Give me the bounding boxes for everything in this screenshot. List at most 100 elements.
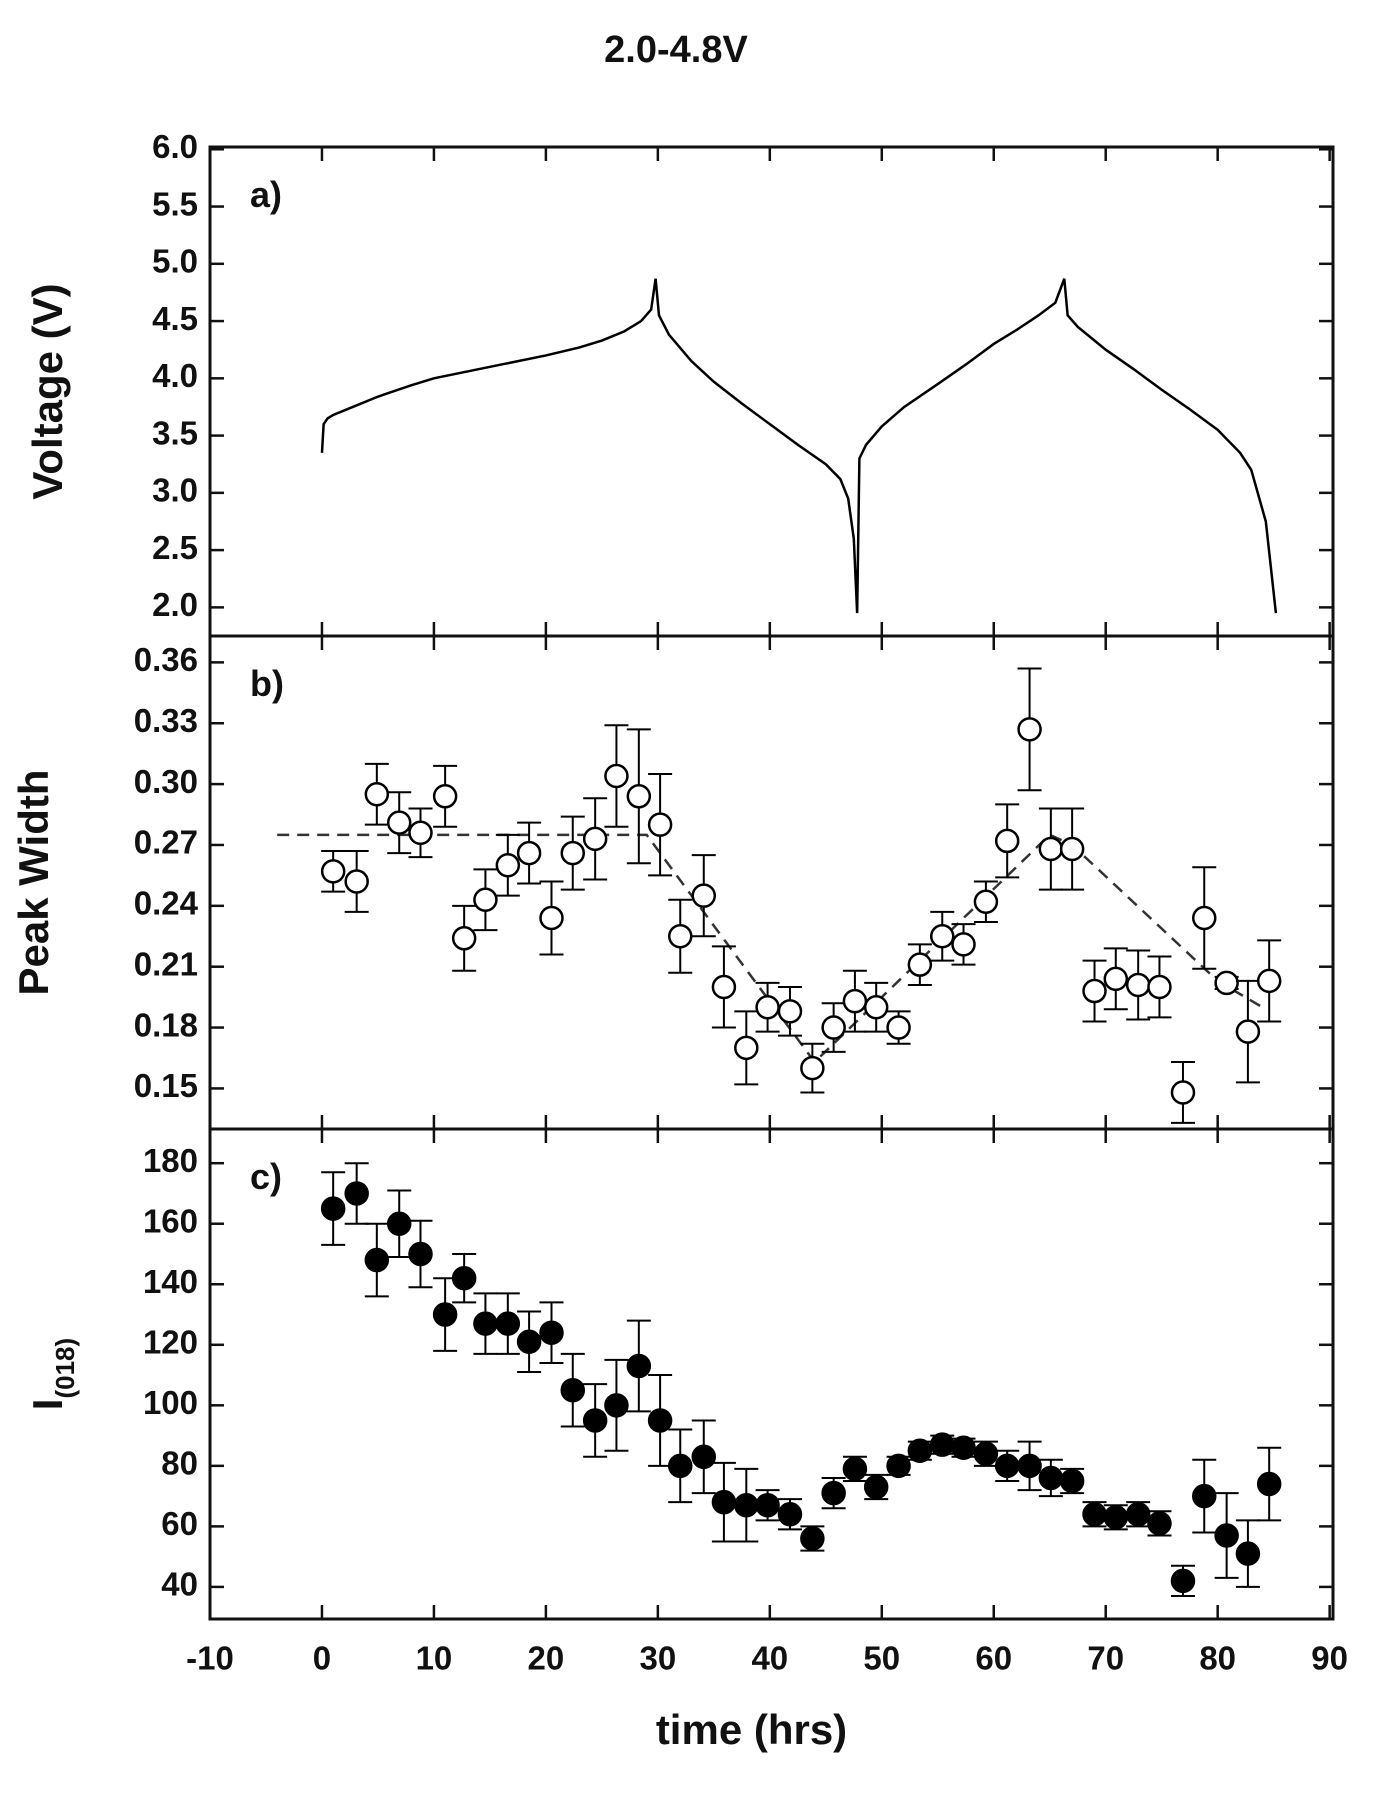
y-tick-label: 0.27 bbox=[134, 824, 198, 861]
data-point bbox=[1125, 972, 1151, 998]
data-point bbox=[994, 828, 1020, 854]
data-point bbox=[800, 1055, 825, 1081]
data-point bbox=[1082, 1502, 1107, 1527]
data-point bbox=[755, 995, 780, 1020]
data-point bbox=[1191, 1483, 1217, 1509]
data-point bbox=[691, 1444, 717, 1470]
data-point bbox=[560, 1377, 586, 1403]
data-point bbox=[582, 826, 608, 852]
x-tick-label: 10 bbox=[416, 1640, 453, 1677]
data-point bbox=[1191, 905, 1217, 931]
data-point bbox=[1125, 1502, 1151, 1527]
data-point bbox=[1147, 1511, 1172, 1536]
data-point bbox=[1170, 1568, 1196, 1594]
data-point bbox=[863, 1474, 889, 1500]
y-tick-label: 60 bbox=[161, 1505, 198, 1542]
y-tick-label: 80 bbox=[161, 1445, 198, 1482]
plot-frame bbox=[208, 1127, 1335, 1621]
data-point bbox=[691, 883, 717, 908]
data-point bbox=[344, 1181, 369, 1206]
data-point bbox=[929, 1432, 955, 1457]
x-tick-label: 50 bbox=[863, 1640, 900, 1677]
data-point bbox=[886, 1015, 911, 1040]
data-point bbox=[647, 1408, 673, 1433]
data-point bbox=[495, 853, 521, 878]
y-tick-label: 180 bbox=[143, 1142, 198, 1179]
data-point bbox=[408, 820, 433, 846]
y-tick-label: 0.18 bbox=[134, 1006, 198, 1043]
plot-area bbox=[320, 1162, 1282, 1597]
y-axis-label-text: Voltage (V) bbox=[24, 283, 71, 499]
data-point bbox=[951, 932, 976, 957]
data-point bbox=[863, 995, 889, 1020]
voltage-line bbox=[320, 278, 1278, 614]
y-axis-label: I(018) bbox=[24, 1338, 80, 1410]
data-point bbox=[907, 1438, 933, 1463]
data-point bbox=[800, 1526, 825, 1551]
data-point bbox=[432, 1302, 458, 1327]
data-point bbox=[647, 812, 673, 837]
data-point bbox=[1235, 1019, 1261, 1044]
x-tick-label: -10 bbox=[186, 1640, 234, 1677]
data-point bbox=[994, 1453, 1020, 1479]
data-point bbox=[539, 905, 564, 931]
data-point bbox=[1103, 1505, 1129, 1530]
x-tick-label: 90 bbox=[1311, 1640, 1348, 1677]
y-tick-label: 0.24 bbox=[134, 885, 199, 922]
panel-label: a) bbox=[250, 174, 282, 215]
y-tick-label: 120 bbox=[143, 1324, 198, 1361]
data-point bbox=[1256, 968, 1282, 994]
data-point bbox=[604, 1393, 629, 1418]
y-tick-label: 0.30 bbox=[134, 763, 198, 800]
x-tick-label: 80 bbox=[1199, 1640, 1236, 1677]
y-tick-label: 0.15 bbox=[134, 1067, 198, 1104]
data-point bbox=[364, 781, 390, 807]
data-point bbox=[1214, 1523, 1239, 1548]
y-axis-label-text: I bbox=[24, 1399, 71, 1411]
data-point bbox=[1017, 1453, 1042, 1479]
data-point bbox=[1038, 836, 1064, 862]
data-point bbox=[1103, 966, 1129, 992]
x-tick-label: 0 bbox=[313, 1640, 331, 1677]
data-point bbox=[1059, 836, 1085, 862]
data-point bbox=[821, 1480, 846, 1506]
x-tick-label: 60 bbox=[975, 1640, 1012, 1677]
y-tick-label: 2.0 bbox=[152, 586, 198, 623]
y-axis-label: Voltage (V) bbox=[24, 283, 71, 499]
panel-label: c) bbox=[250, 1156, 282, 1197]
x-axis-label: time (hrs) bbox=[656, 1706, 847, 1753]
data-point bbox=[408, 1241, 433, 1267]
data-point bbox=[560, 840, 586, 866]
data-point bbox=[1170, 1080, 1196, 1105]
y-tick-label: 3.5 bbox=[152, 414, 198, 451]
x-tick-label: 40 bbox=[751, 1640, 788, 1677]
data-point bbox=[1256, 1471, 1282, 1497]
panel-label: b) bbox=[250, 663, 284, 704]
data-point bbox=[973, 889, 999, 915]
data-point bbox=[626, 1353, 652, 1379]
data-point bbox=[755, 1492, 780, 1518]
data-point bbox=[451, 926, 477, 951]
y-axis-label-sub: (018) bbox=[50, 1338, 80, 1399]
data-point bbox=[626, 784, 652, 809]
data-point bbox=[516, 1329, 542, 1355]
data-point bbox=[777, 999, 803, 1024]
x-tick-label: 30 bbox=[639, 1640, 676, 1677]
data-point bbox=[734, 1492, 759, 1518]
y-tick-label: 2.5 bbox=[152, 529, 198, 566]
data-point bbox=[929, 924, 955, 949]
data-point bbox=[386, 1211, 412, 1236]
y-tick-label: 140 bbox=[143, 1263, 198, 1300]
data-point bbox=[734, 1035, 759, 1061]
data-point bbox=[473, 1311, 498, 1336]
y-tick-label: 0.21 bbox=[134, 945, 198, 982]
plot-area bbox=[320, 278, 1278, 614]
y-tick-label: 4.0 bbox=[152, 357, 198, 394]
data-point bbox=[667, 1453, 693, 1479]
data-point bbox=[516, 840, 542, 866]
data-point bbox=[1059, 1468, 1085, 1494]
data-point bbox=[907, 952, 933, 977]
data-point bbox=[386, 810, 412, 835]
